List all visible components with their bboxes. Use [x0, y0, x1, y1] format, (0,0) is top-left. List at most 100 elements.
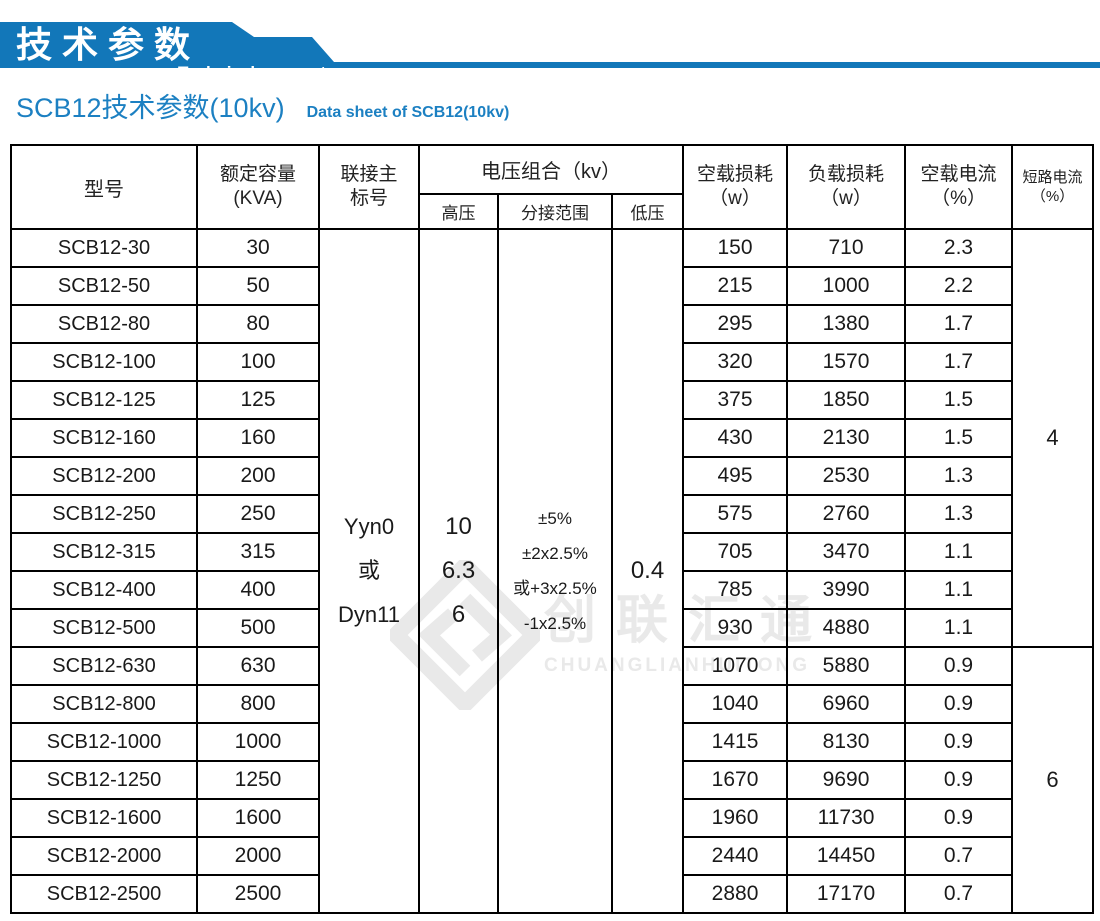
connection-symbol-cell-line: Yyn0	[343, 514, 395, 539]
table-title-cn: SCB12技术参数(10kv)	[16, 93, 285, 123]
connection-symbol-cell: Yyn0 或 Dyn11	[318, 228, 420, 914]
header-tap-range: 分接范围	[497, 193, 613, 230]
connection-symbol-cell-line: Dyn11	[338, 602, 400, 627]
noload-current-cell: 1.1	[904, 570, 1014, 610]
load-loss-cell: 8130	[786, 722, 907, 762]
capacity-cell: 2000	[196, 836, 320, 876]
header-noload-loss-line2: （w）	[709, 188, 761, 209]
load-loss-cell: 2130	[786, 418, 907, 458]
spec-table-wrap: 型号 额定容量 (KVA) 联接主 标号 电压组合（kv） 空载损耗 （w）	[10, 144, 1095, 914]
header-hv: 高压	[418, 193, 499, 230]
table-row: SCB12-125 125 375 1850 1.5	[10, 380, 1093, 420]
capacity-cell: 30	[196, 228, 320, 268]
connection-symbol-cell-line: 或	[357, 558, 380, 583]
table-row: SCB12-200 200 495 2530 1.3	[10, 456, 1093, 496]
table-row: SCB12-50 50 215 1000 2.2	[10, 266, 1093, 306]
capacity-cell: 100	[196, 342, 320, 382]
noload-current-cell: 1.3	[904, 494, 1014, 534]
model-cell: SCB12-50	[10, 266, 198, 306]
header-row-1: 型号 额定容量 (KVA) 联接主 标号 电压组合（kv） 空载损耗 （w）	[10, 144, 1095, 230]
noload-loss-cell: 705	[682, 532, 789, 572]
header-capacity: 额定容量 (KVA)	[196, 144, 320, 230]
table-row: SCB12-500 500 930 4880 1.1	[10, 608, 1093, 648]
capacity-cell: 125	[196, 380, 320, 420]
spec-table-head: 型号 额定容量 (KVA) 联接主 标号 电压组合（kv） 空载损耗 （w）	[10, 144, 1095, 230]
header-model: 型号	[10, 144, 198, 230]
load-loss-cell: 3470	[786, 532, 907, 572]
table-row: SCB12-1600 1600 1960 11730 0.9	[10, 798, 1093, 838]
noload-current-cell: 0.9	[904, 798, 1014, 838]
capacity-cell: 160	[196, 418, 320, 458]
model-cell: SCB12-30	[10, 228, 198, 268]
tap-range-cell: ±5% ±2x2.5% 或+3x2.5% -1x2.5%	[497, 228, 613, 914]
noload-loss-cell: 150	[682, 228, 789, 268]
model-cell: SCB12-100	[10, 342, 198, 382]
noload-current-cell: 0.9	[904, 722, 1014, 762]
capacity-cell: 1250	[196, 760, 320, 800]
noload-loss-cell: 1670	[682, 760, 789, 800]
capacity-cell: 1000	[196, 722, 320, 762]
model-cell: SCB12-500	[10, 608, 198, 648]
lv-voltage-cell-line: 0.4	[630, 557, 665, 584]
hv-voltage-cell-line: 10	[445, 513, 472, 540]
tap-range-cell-line: ±2x2.5%	[521, 544, 589, 563]
noload-loss-cell: 320	[682, 342, 789, 382]
header-noload-current: 空载电流 （%）	[904, 144, 1014, 230]
header-noload-current-line2: （%）	[931, 188, 986, 209]
table-row: SCB12-1250 1250 1670 9690 0.9	[10, 760, 1093, 800]
header-short-circuit-line2: （%）	[1030, 188, 1075, 205]
noload-current-cell: 1.7	[904, 342, 1014, 382]
noload-loss-cell: 1070	[682, 646, 789, 686]
header-capacity-line2: (KVA)	[233, 188, 283, 209]
table-title-en: Data sheet of SCB12(10kv)	[306, 104, 510, 121]
noload-current-cell: 1.7	[904, 304, 1014, 344]
capacity-cell: 80	[196, 304, 320, 344]
load-loss-cell: 11730	[786, 798, 907, 838]
model-cell: SCB12-1000	[10, 722, 198, 762]
load-loss-cell: 4880	[786, 608, 907, 648]
noload-loss-cell: 930	[682, 608, 789, 648]
model-cell: SCB12-80	[10, 304, 198, 344]
header-load-loss-line2: （w）	[820, 188, 872, 209]
table-row: SCB12-30 30 Yyn0 或 Dyn11 10 6.3 6 ±5% ±2x2.5% 或+3x…	[10, 228, 1095, 914]
noload-current-cell: 1.1	[904, 608, 1014, 648]
tap-range-cell-line: ±5%	[538, 509, 572, 528]
header-connection: 联接主 标号	[318, 144, 420, 230]
noload-loss-cell: 1960	[682, 798, 789, 838]
lv-voltage-cell: 0.4	[610, 228, 685, 914]
model-cell: SCB12-200	[10, 456, 198, 496]
model-cell: SCB12-1600	[10, 798, 198, 838]
noload-loss-cell: 495	[682, 456, 789, 496]
header-lv: 低压	[610, 193, 685, 230]
capacity-cell: 630	[196, 646, 320, 686]
load-loss-cell: 1380	[786, 304, 907, 344]
load-loss-cell: 1570	[786, 342, 907, 382]
header-short-circuit-current: 短路电流 （%）	[1011, 144, 1095, 230]
header-load-loss: 负载损耗 （w）	[786, 144, 907, 230]
model-cell: SCB12-2500	[10, 874, 198, 914]
model-cell: SCB12-160	[10, 418, 198, 458]
load-loss-cell: 2530	[786, 456, 907, 496]
spec-table: 型号 额定容量 (KVA) 联接主 标号 电压组合（kv） 空载损耗 （w）	[10, 144, 1095, 914]
noload-current-cell: 0.9	[904, 684, 1014, 724]
table-row: SCB12-100 100 320 1570 1.7	[10, 342, 1093, 382]
header-noload-current-line1: 空载电流	[920, 164, 997, 186]
banner-title-cn: 技术参数	[16, 24, 201, 65]
noload-current-cell: 0.7	[904, 836, 1014, 876]
load-loss-cell: 9690	[786, 760, 907, 800]
section-banner: 技术参数 Technical parameter	[0, 22, 1100, 68]
noload-current-cell: 2.2	[904, 266, 1014, 306]
header-connection-line2: 标号	[349, 188, 388, 209]
load-loss-cell: 1000	[786, 266, 907, 306]
table-row: SCB12-630 630 1070 5880 0.9 6	[10, 646, 1095, 914]
noload-loss-cell: 2440	[682, 836, 789, 876]
hv-voltage-cell-line: 6	[451, 601, 466, 628]
header-load-loss-line1: 负载损耗	[808, 164, 885, 186]
capacity-cell: 400	[196, 570, 320, 610]
capacity-cell: 315	[196, 532, 320, 572]
load-loss-cell: 14450	[786, 836, 907, 876]
load-loss-cell: 17170	[786, 874, 907, 914]
load-loss-cell: 1850	[786, 380, 907, 420]
header-noload-loss: 空载损耗 （w）	[682, 144, 789, 230]
